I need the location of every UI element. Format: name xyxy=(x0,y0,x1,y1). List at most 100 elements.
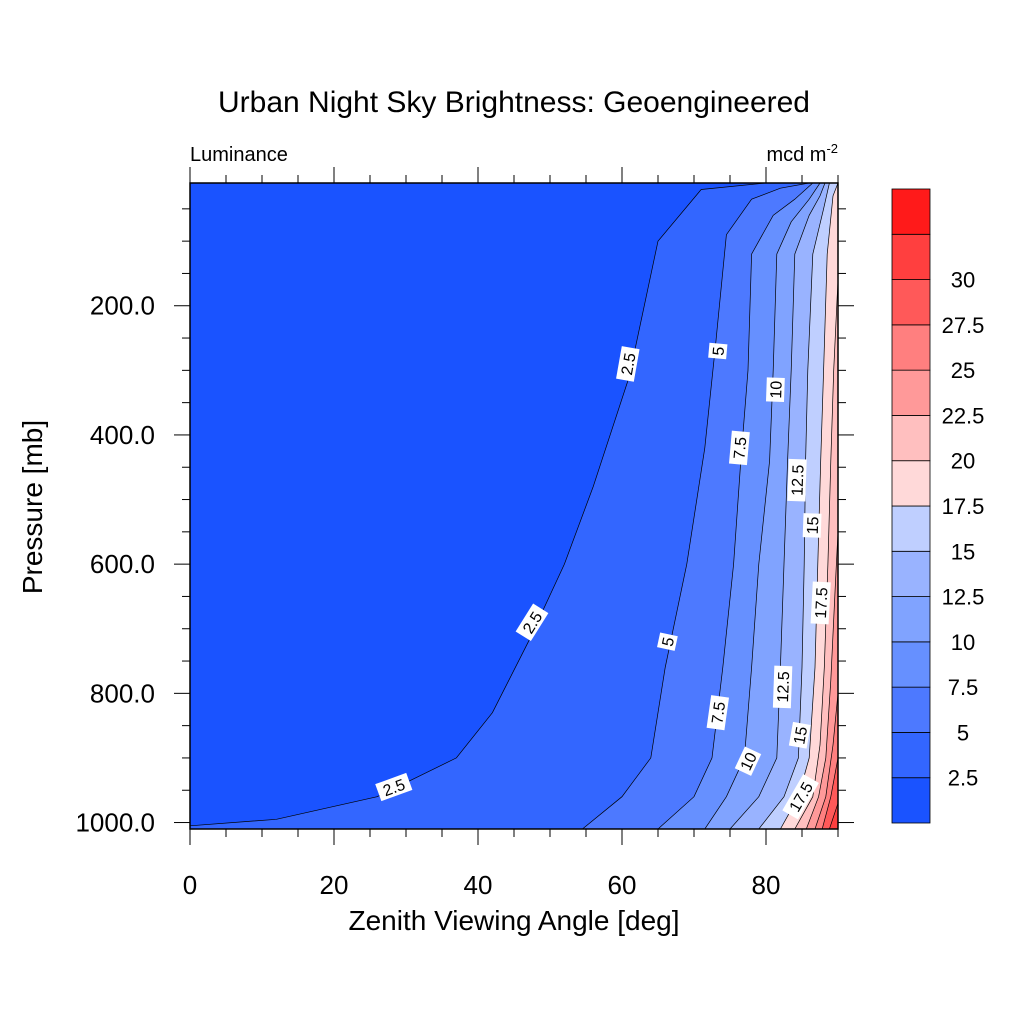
contour-fill-20 xyxy=(794,279,838,829)
y-tick-label: 800.0 xyxy=(90,678,155,708)
colorbar-swatch xyxy=(891,641,931,688)
colorbar-label: 17.5 xyxy=(942,494,985,519)
contour-label: 12.5 xyxy=(772,665,793,709)
contour-label: 10 xyxy=(734,746,762,776)
chart-title: Urban Night Sky Brightness: Geoengineere… xyxy=(218,86,810,119)
contour-label-bg xyxy=(728,430,750,466)
colorbar-swatch xyxy=(891,188,931,235)
contour-label-text: 5 xyxy=(660,636,678,648)
contour-fill-27.5 xyxy=(822,757,838,829)
contour-fills xyxy=(190,183,838,829)
contour-label: 15 xyxy=(788,721,811,749)
colorbar-swatch xyxy=(891,369,931,416)
contour-label: 10 xyxy=(765,377,786,403)
y-tick-label: 600.0 xyxy=(90,549,155,579)
contour-label-text: 10 xyxy=(738,750,761,773)
colorbar-label: 5 xyxy=(957,720,969,745)
contour-label: 5 xyxy=(657,632,678,651)
contour-label-text: 12.5 xyxy=(789,464,807,496)
colorbar-label: 7.5 xyxy=(948,675,979,700)
contour-line-12.5 xyxy=(729,183,826,829)
x-tick-label: 20 xyxy=(320,870,349,900)
contour-line-25 xyxy=(814,693,838,829)
colorbar-swatch xyxy=(891,686,931,733)
contour-label-text: 2.5 xyxy=(381,777,408,801)
colorbar-label: 30 xyxy=(951,268,975,293)
contour-label: 2.5 xyxy=(375,772,413,802)
contour-label-text: 5 xyxy=(710,346,728,356)
contour-label-text: 15 xyxy=(805,516,823,534)
contour-label: 15 xyxy=(802,513,823,538)
contour-label-bg xyxy=(657,632,678,651)
contour-label-bg xyxy=(708,342,728,360)
right-subtitle-exponent: -2 xyxy=(826,141,838,156)
contour-label-text: 10 xyxy=(768,380,786,398)
contour-label-bg xyxy=(515,603,549,642)
contour-line-2.5 xyxy=(190,183,767,827)
x-tick-label: 60 xyxy=(608,870,637,900)
colorbar-label: 2.5 xyxy=(948,766,979,791)
contour-label: 7.5 xyxy=(728,430,750,466)
colorbar-swatch xyxy=(891,732,931,779)
axis-ticks: 0 20 40 60 80 200.0 400.0 600.0 800.0 1000.0 xyxy=(75,167,854,900)
colorbar-swatch xyxy=(891,279,931,326)
right-subtitle-unit: mcd m xyxy=(766,144,826,166)
contour-label: 12.5 xyxy=(787,458,808,502)
x-axis-label: Zenith Viewing Angle [deg] xyxy=(348,905,679,936)
contour-label-bg xyxy=(616,346,640,382)
contour-label-bg xyxy=(802,513,822,538)
right-subtitle: mcd m-2 xyxy=(766,141,838,166)
colorbar-swatch xyxy=(891,233,931,280)
contour-label: 2.5 xyxy=(616,346,640,382)
colorbar-swatch xyxy=(891,324,931,371)
contour-fill-17.5 xyxy=(780,183,838,829)
contour-fill-22.5 xyxy=(806,531,838,829)
contour-label-text: 12.5 xyxy=(775,671,793,703)
left-subtitle: Luminance xyxy=(190,144,288,166)
x-tick-label: 80 xyxy=(752,870,781,900)
contour-label-bg xyxy=(788,721,811,749)
contour-label: 7.5 xyxy=(706,695,729,731)
colorbar-swatch xyxy=(891,550,931,597)
colorbar-label: 15 xyxy=(951,539,975,564)
y-tick-label: 400.0 xyxy=(90,420,155,450)
contour-line-5 xyxy=(582,183,810,829)
y-tick-label: 200.0 xyxy=(90,291,155,321)
colorbar-label: 12.5 xyxy=(942,585,985,610)
colorbar-swatch xyxy=(891,460,931,507)
contour-label-bg xyxy=(375,772,413,802)
colorbar-label: 20 xyxy=(951,449,975,474)
colorbar-label: 27.5 xyxy=(942,313,985,338)
contour-label-text: 17.5 xyxy=(813,587,832,619)
contour-line-15 xyxy=(758,183,830,829)
contour-label-bg xyxy=(734,746,762,776)
colorbar-label: 22.5 xyxy=(942,403,985,428)
colorbar: 2.5 5 7.5 10 12.5 15 17.5 20 22.5 25 27.5 30 xyxy=(891,188,985,824)
colorbar-swatch xyxy=(891,505,931,552)
contour-line-27.5 xyxy=(821,757,838,829)
contour-label-text: 7.5 xyxy=(731,436,750,460)
contour-label-text: 2.5 xyxy=(619,352,640,377)
contour-label-bg xyxy=(782,774,819,820)
contour-label-bg xyxy=(787,458,807,502)
contour-fill-30 xyxy=(829,803,838,829)
contour-label-bg xyxy=(810,581,831,625)
x-tick-label: 0 xyxy=(183,870,197,900)
contour-label-text: 7.5 xyxy=(709,701,729,725)
contour-label-text: 15 xyxy=(791,725,811,746)
contour-label: 5 xyxy=(708,342,728,360)
contour-label: 17.5 xyxy=(810,581,832,625)
y-tick-label: 1000.0 xyxy=(75,808,155,838)
colorbar-swatch xyxy=(891,777,931,824)
contour-line-10 xyxy=(704,183,821,829)
contour-line-30 xyxy=(829,803,838,829)
y-axis-label: Pressure [mb] xyxy=(17,420,48,594)
colorbar-swatch xyxy=(891,415,931,462)
colorbar-label: 10 xyxy=(951,630,975,655)
colorbar-swatch xyxy=(891,596,931,643)
contour-label-bg xyxy=(765,377,785,403)
colorbar-label: 25 xyxy=(951,358,975,383)
contour-label-bg xyxy=(772,665,793,709)
x-tick-label: 40 xyxy=(464,870,493,900)
